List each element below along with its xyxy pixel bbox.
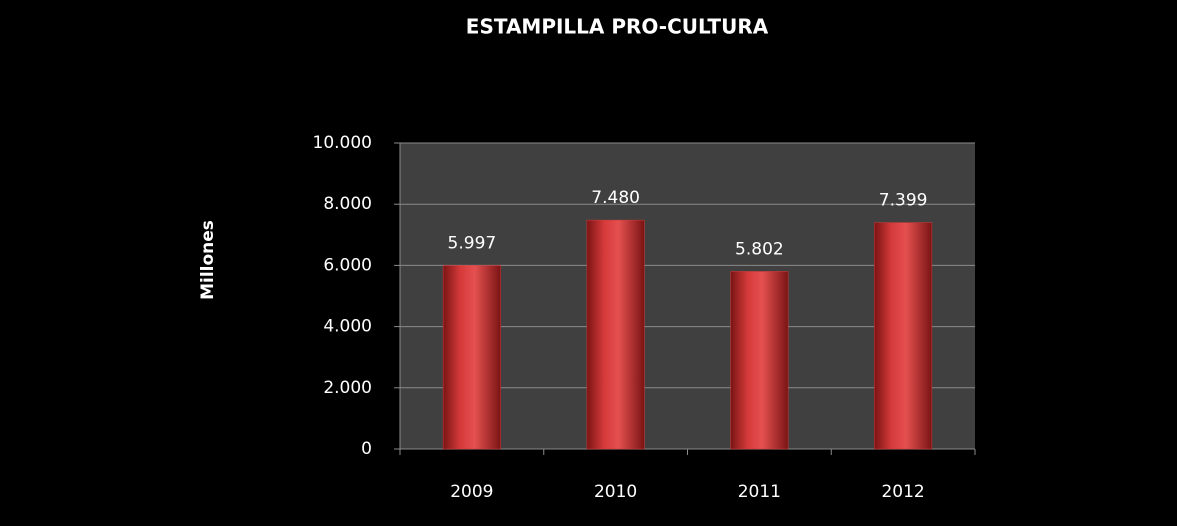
x-tick-label: 2010 xyxy=(594,482,637,502)
y-tick-label: 2.000 xyxy=(323,378,372,398)
data-label: 7.480 xyxy=(591,188,640,208)
bar xyxy=(442,265,501,450)
bar xyxy=(874,222,933,450)
x-tick-label: 2012 xyxy=(881,482,924,502)
y-tick-label: 6.000 xyxy=(323,255,372,275)
y-axis-label: Millones xyxy=(198,220,218,300)
y-tick-label: 0 xyxy=(361,439,372,459)
data-label: 7.399 xyxy=(879,191,928,211)
y-tick-label: 4.000 xyxy=(323,317,372,337)
y-tick-label: 10.000 xyxy=(313,133,372,153)
data-label: 5.997 xyxy=(448,233,497,253)
y-tick-label: 8.000 xyxy=(323,194,372,214)
chart-title: ESTAMPILLA PRO-CULTURA xyxy=(466,15,769,39)
bar xyxy=(730,271,789,450)
bar xyxy=(586,219,645,450)
x-tick-label: 2011 xyxy=(738,482,781,502)
data-label: 5.802 xyxy=(735,239,784,259)
x-tick-label: 2009 xyxy=(450,482,493,502)
